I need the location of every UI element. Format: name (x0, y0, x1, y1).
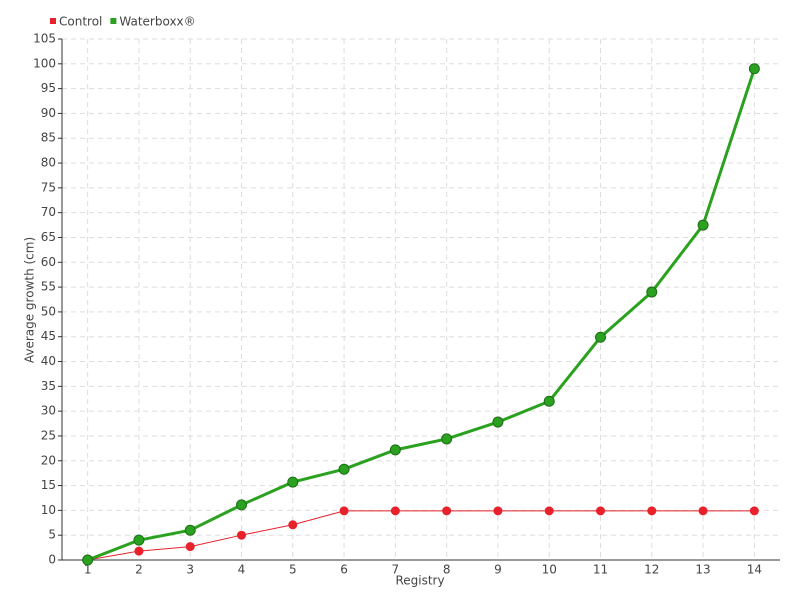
point (441, 433, 453, 445)
point (749, 506, 759, 516)
y-tick-label: 10 (41, 503, 56, 517)
y-tick-label: 30 (41, 404, 56, 418)
y-tick-label: 80 (41, 156, 56, 170)
y-tick-label: 25 (41, 428, 56, 442)
point (184, 524, 196, 536)
legend-label: Control (59, 15, 102, 29)
x-tick-label: 8 (443, 563, 451, 577)
point (697, 219, 709, 231)
point (595, 331, 606, 343)
x-tick-label: 3 (186, 563, 194, 577)
point (698, 506, 708, 516)
y-tick-label: 20 (41, 453, 56, 467)
y-tick-label: 50 (41, 304, 56, 318)
point (493, 506, 503, 516)
y-tick-label: 15 (41, 478, 56, 492)
series-line (87, 68, 756, 562)
point (646, 286, 658, 298)
y-tick-label: 5 (48, 528, 56, 542)
point (543, 395, 555, 407)
x-tick-label: 2 (135, 563, 143, 577)
point (647, 506, 657, 516)
point (134, 546, 144, 556)
x-tick-label: 12 (644, 563, 659, 577)
y-tick-label: 85 (41, 131, 56, 145)
y-tick-label: 0 (48, 553, 56, 567)
series-line (87, 510, 755, 561)
y-tick-label: 100 (33, 56, 56, 70)
y-tick-label: 95 (41, 81, 56, 95)
y-tick-label: 75 (41, 180, 56, 194)
point (390, 506, 400, 516)
y-tick-label: 40 (41, 354, 56, 368)
x-tick-label: 11 (593, 563, 608, 577)
point (544, 506, 554, 516)
y-tick-label: 35 (41, 379, 56, 393)
legend-swatch (50, 18, 56, 24)
x-tick-label: 13 (695, 563, 710, 577)
y-tick-label: 45 (41, 329, 56, 343)
x-tick-label: 14 (747, 563, 762, 577)
legend-swatch (110, 18, 117, 24)
x-tick-label: 6 (340, 563, 348, 577)
point (82, 554, 94, 566)
y-tick-label: 70 (41, 205, 56, 219)
x-tick-label: 10 (542, 563, 557, 577)
point (236, 499, 247, 511)
point (287, 476, 299, 488)
y-tick-label: 60 (41, 255, 56, 269)
x-tick-label: 9 (494, 563, 502, 577)
y-tick-label: 65 (41, 230, 56, 244)
point (492, 416, 504, 428)
x-tick-label: 7 (392, 563, 400, 577)
y-tick-label: 105 (33, 32, 56, 46)
point (288, 520, 298, 530)
y-axis-title: Average growth (cm) (23, 237, 37, 363)
x-axis-title: Registry (395, 574, 444, 588)
y-tick-label: 55 (41, 280, 56, 294)
x-tick-label: 1 (84, 563, 92, 577)
x-tick-label: 4 (238, 563, 246, 577)
point (338, 463, 350, 475)
x-tick-label: 5 (289, 563, 297, 577)
point (748, 63, 760, 75)
point (389, 444, 401, 456)
point (237, 530, 246, 540)
point (133, 534, 145, 546)
legend-label: Waterboxx® (119, 15, 195, 29)
point (442, 506, 452, 516)
point (596, 506, 605, 516)
point (185, 542, 195, 552)
y-tick-label: 90 (41, 106, 56, 120)
point (339, 506, 349, 516)
